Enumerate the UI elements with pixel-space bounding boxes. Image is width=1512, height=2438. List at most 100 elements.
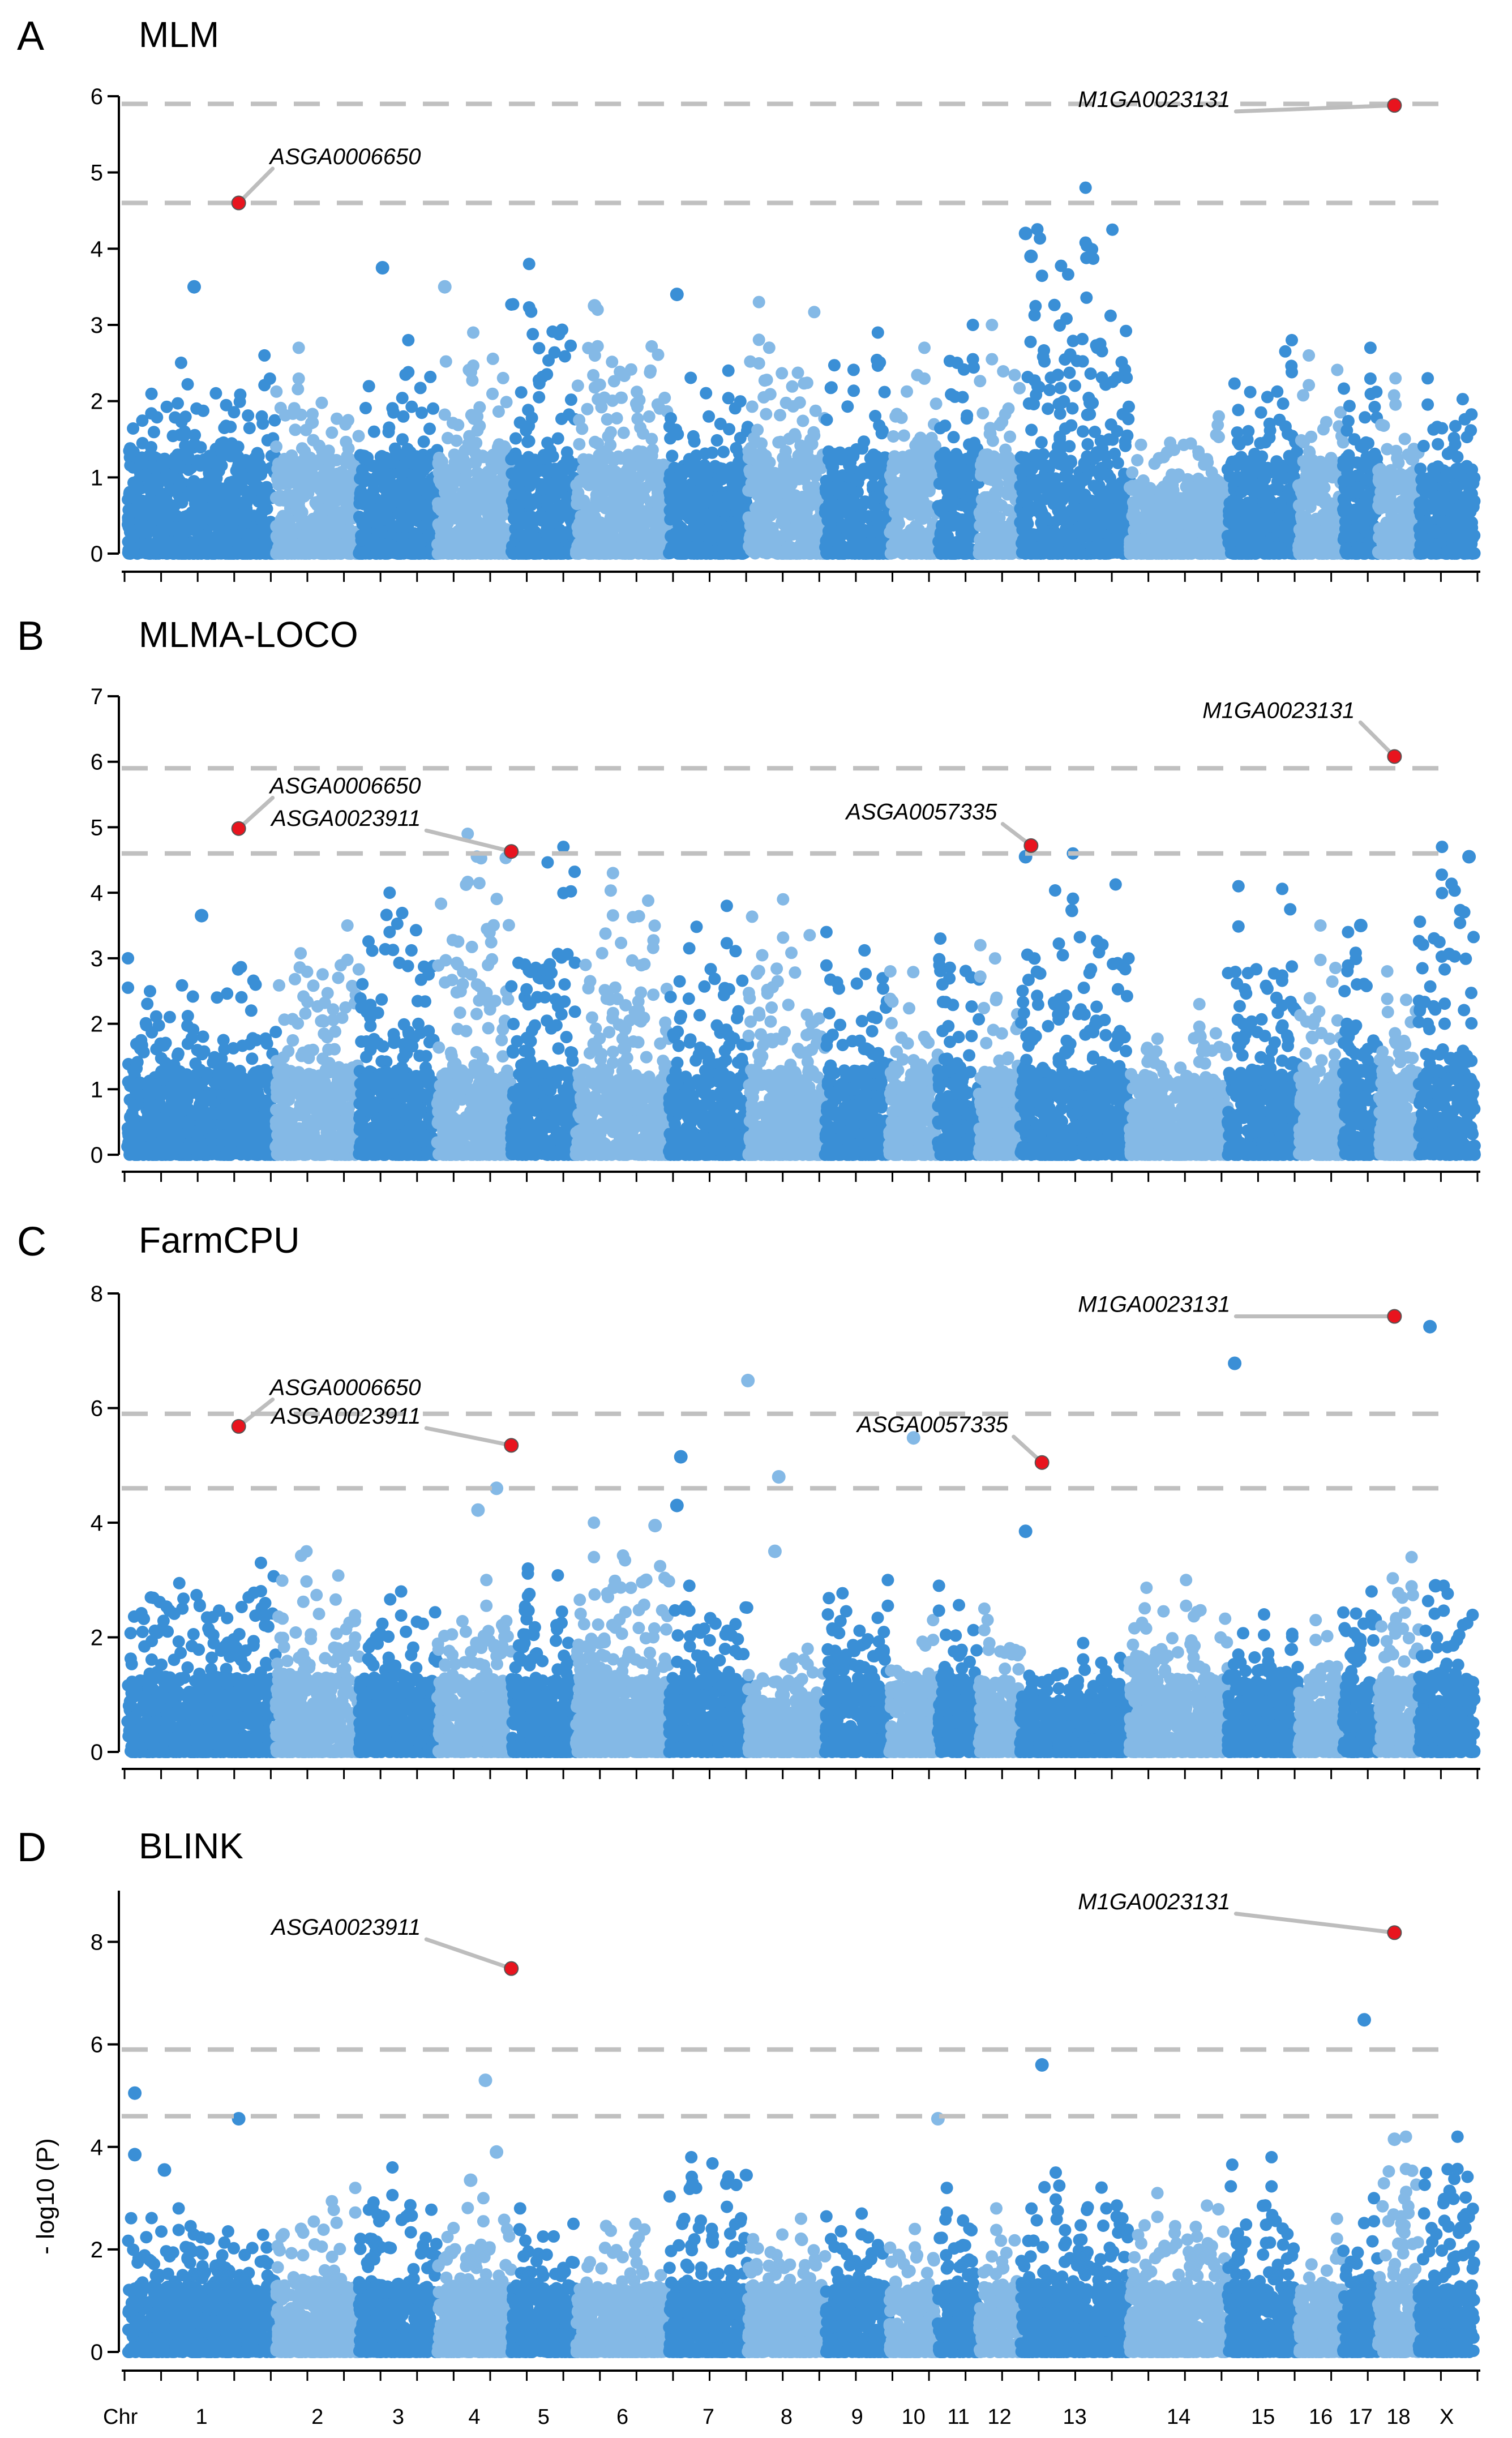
snp-point [166, 536, 179, 549]
snp-point [1043, 383, 1056, 396]
snp-point [633, 505, 646, 519]
snp-point [897, 429, 910, 442]
snp-point [134, 457, 147, 470]
snp-point [512, 481, 525, 494]
snp-point [455, 474, 468, 487]
snp-point [556, 323, 568, 336]
snp-point [990, 517, 1003, 530]
snp-point [718, 505, 731, 519]
snp-point [778, 519, 791, 532]
snp-point [331, 412, 343, 425]
snp-point [609, 465, 622, 478]
snp-point [296, 517, 309, 530]
snp-point [319, 515, 332, 528]
snp-point [760, 408, 773, 421]
snp-point [1119, 439, 1132, 452]
snp-point [773, 546, 786, 559]
snp-point [194, 441, 207, 454]
snp-point [166, 430, 179, 443]
snp-point [363, 499, 376, 512]
snp-point [576, 463, 589, 476]
snp-point [911, 545, 924, 558]
snp-point [960, 521, 973, 534]
snp-point [1024, 335, 1037, 348]
snp-peak-point [522, 301, 536, 314]
snp-point [847, 363, 860, 376]
snp-point [401, 488, 414, 501]
snp-point [438, 408, 451, 421]
snp-point [770, 494, 783, 507]
snp-point [663, 489, 676, 502]
snp-points [122, 181, 1481, 560]
snp-point [698, 459, 711, 472]
snp-peak-point [722, 392, 735, 405]
snp-peak-point [522, 258, 536, 271]
snp-point [822, 483, 835, 496]
snp-point [1031, 223, 1044, 236]
panel-a-letter: A [17, 14, 44, 59]
snp-point [466, 374, 479, 387]
y-tick-label: 1 [91, 465, 103, 490]
snp-peak-point [966, 319, 979, 331]
snp-point [489, 546, 502, 559]
snp-point [603, 544, 615, 557]
snp-point [130, 505, 143, 519]
snp-point [1104, 418, 1117, 431]
snp-point [892, 528, 905, 541]
snp-point [787, 400, 800, 413]
snp-point [781, 492, 794, 505]
snp-point [261, 434, 274, 447]
snp-point [666, 543, 679, 556]
snp-point [935, 500, 948, 513]
snp-point [561, 462, 574, 475]
snp-point [243, 422, 256, 435]
snp-point [997, 365, 1010, 378]
snp-point [276, 464, 289, 477]
snp-point [1070, 354, 1083, 367]
snp-point [592, 492, 605, 505]
snp-point [631, 400, 644, 413]
snp-point [136, 414, 149, 427]
snp-point [826, 466, 839, 479]
snp-point [365, 515, 378, 528]
snp-point [974, 375, 987, 388]
snp-point [197, 404, 209, 417]
snp-point [542, 546, 555, 559]
snp-point [710, 434, 723, 447]
snp-point [414, 382, 427, 395]
snp-point [996, 415, 1009, 429]
snp-point [298, 452, 311, 465]
snp-peak-point [402, 366, 415, 379]
snp-point [604, 426, 617, 439]
snp-point [603, 497, 616, 510]
snp-point [744, 519, 757, 532]
snp-point [529, 493, 542, 505]
snp-point [441, 541, 453, 554]
snp-point [209, 387, 222, 400]
snp-point [387, 484, 400, 496]
snp-point [551, 432, 564, 445]
snp-peak-point [591, 340, 604, 353]
snp-point [1076, 333, 1089, 345]
snp-point [306, 529, 319, 542]
snp-point [139, 543, 152, 556]
snp-point [573, 438, 586, 451]
snp-point [457, 453, 470, 466]
snp-point [1035, 436, 1048, 449]
snp-point [529, 532, 542, 544]
snp-point [1084, 367, 1097, 380]
snp-point [242, 528, 255, 541]
snp-point [1053, 319, 1066, 332]
snp-point [1042, 402, 1055, 415]
snp-point [742, 484, 755, 497]
snp-point [434, 473, 447, 486]
snp-point [182, 464, 195, 476]
snp-point [136, 436, 149, 449]
snp-point [432, 520, 446, 533]
snp-point [242, 489, 255, 502]
snp-point [289, 423, 302, 436]
snp-point [509, 546, 522, 559]
snp-point [306, 408, 319, 421]
snp-peak-point [966, 353, 979, 366]
